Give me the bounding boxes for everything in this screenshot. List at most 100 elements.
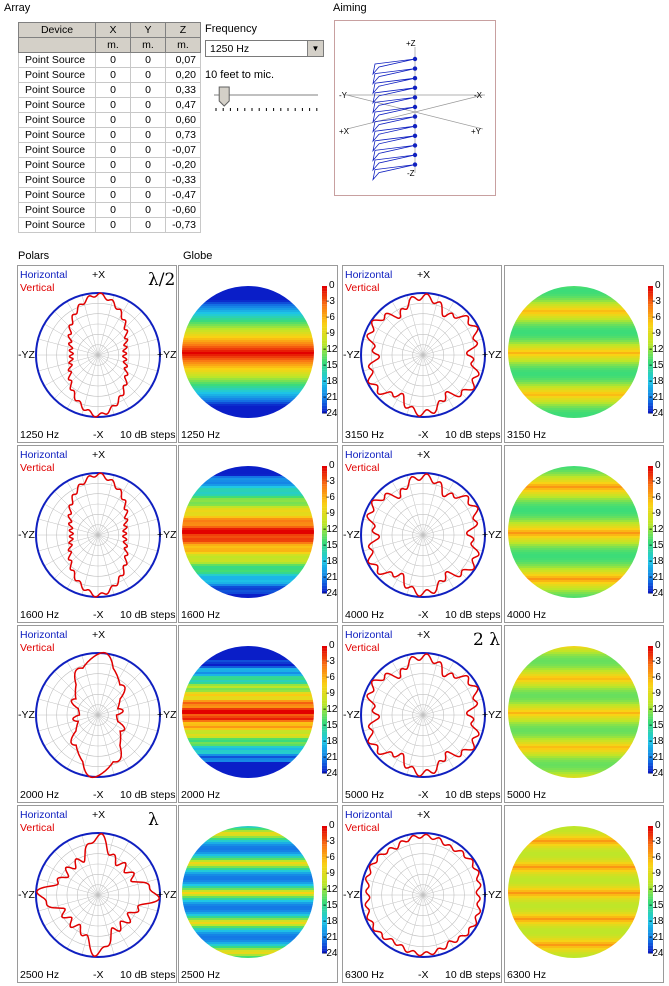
device-cell[interactable]: Point Source	[18, 202, 96, 218]
z-cell[interactable]: 0,20	[165, 67, 201, 83]
polar-panel[interactable]: Horizontal Vertical +X -X -YZ +YZ 10 dB steps 5…	[342, 625, 502, 803]
device-cell[interactable]: Point Source	[18, 142, 96, 158]
globe-panel[interactable]: 6300 Hz 0 -3 -6 -9 -12 -15 -18 -21 -24	[504, 805, 664, 983]
globe-panel[interactable]: 1600 Hz 0 -3 -6 -9 -12 -15 -18 -21 -24	[178, 445, 338, 623]
table-row[interactable]: Point Source 0 0 -0,47	[18, 187, 201, 203]
globe-panel[interactable]: 2000 Hz 0 -3 -6 -9 -12 -15 -18 -21 -24	[178, 625, 338, 803]
array-table[interactable]: Device X Y Z m. m. m. Point Source 0 0 0,07…	[18, 22, 201, 233]
col-header-device[interactable]: Device	[18, 22, 96, 38]
chevron-down-icon[interactable]: ▼	[307, 41, 323, 56]
device-cell[interactable]: Point Source	[18, 217, 96, 233]
z-cell[interactable]: -0,33	[165, 172, 201, 188]
y-cell[interactable]: 0	[130, 97, 166, 113]
globe-panel[interactable]: 3150 Hz 0 -3 -6 -9 -12 -15 -18 -21 -24	[504, 265, 664, 443]
polar-panel[interactable]: Horizontal Vertical +X -X -YZ +YZ 10 dB steps 1…	[17, 445, 177, 623]
x-cell[interactable]: 0	[95, 112, 131, 128]
device-cell[interactable]: Point Source	[18, 187, 96, 203]
z-cell[interactable]: -0,47	[165, 187, 201, 203]
col-header-x[interactable]: X	[95, 22, 131, 38]
device-cell[interactable]: Point Source	[18, 172, 96, 188]
polar-panel[interactable]: Horizontal Vertical +X -X -YZ +YZ 10 dB steps 1…	[17, 265, 177, 443]
colorbar-tick: -3	[652, 476, 661, 487]
x-cell[interactable]: 0	[95, 157, 131, 173]
globe-panel[interactable]: 5000 Hz 0 -3 -6 -9 -12 -15 -18 -21 -24	[504, 625, 664, 803]
table-row[interactable]: Point Source 0 0 0,60	[18, 112, 201, 128]
y-cell[interactable]: 0	[130, 172, 166, 188]
y-cell[interactable]: 0	[130, 202, 166, 218]
colorbar-tick: -15	[323, 540, 338, 551]
device-cell[interactable]: Point Source	[18, 127, 96, 143]
globe-frequency-label: 6300 Hz	[507, 969, 547, 981]
globe-plot	[182, 826, 327, 958]
table-row[interactable]: Point Source 0 0 -0,07	[18, 142, 201, 158]
col-header-z[interactable]: Z	[165, 22, 201, 38]
x-cell[interactable]: 0	[95, 217, 131, 233]
y-cell[interactable]: 0	[130, 112, 166, 128]
x-cell[interactable]: 0	[95, 202, 131, 218]
polar-panel[interactable]: Horizontal Vertical +X -X -YZ +YZ 10 dB steps 3…	[342, 265, 502, 443]
x-cell[interactable]: 0	[95, 142, 131, 158]
polar-panel[interactable]: Horizontal Vertical +X -X -YZ +YZ 10 dB steps 2…	[17, 625, 177, 803]
device-cell[interactable]: Point Source	[18, 97, 96, 113]
device-cell[interactable]: Point Source	[18, 157, 96, 173]
aiming-view[interactable]: +Z -Z -Y -X +X +Y	[334, 20, 496, 196]
z-cell[interactable]: 0,60	[165, 112, 201, 128]
table-row[interactable]: Point Source 0 0 0,47	[18, 97, 201, 113]
colorbar-tick: -12	[323, 704, 338, 715]
x-cell[interactable]: 0	[95, 52, 131, 68]
x-cell[interactable]: 0	[95, 127, 131, 143]
table-row[interactable]: Point Source 0 0 0,73	[18, 127, 201, 143]
globe-frequency-label: 2500 Hz	[181, 969, 221, 981]
table-row[interactable]: Point Source 0 0 -0,20	[18, 157, 201, 173]
globe-frequency-label: 2000 Hz	[181, 789, 221, 801]
device-cell[interactable]: Point Source	[18, 67, 96, 83]
z-cell[interactable]: 0,47	[165, 97, 201, 113]
x-cell[interactable]: 0	[95, 67, 131, 83]
source-dot	[412, 85, 418, 91]
table-row[interactable]: Point Source 0 0 0,20	[18, 67, 201, 83]
device-cell[interactable]: Point Source	[18, 52, 96, 68]
x-cell[interactable]: 0	[95, 97, 131, 113]
y-cell[interactable]: 0	[130, 67, 166, 83]
z-cell[interactable]: -0,60	[165, 202, 201, 218]
polar-frequency-label: 1600 Hz	[20, 609, 60, 621]
globe-panel[interactable]: 4000 Hz 0 -3 -6 -9 -12 -15 -18 -21 -24	[504, 445, 664, 623]
polar-panel[interactable]: Horizontal Vertical +X -X -YZ +YZ 10 dB steps 4…	[342, 445, 502, 623]
y-cell[interactable]: 0	[130, 157, 166, 173]
polar-panel[interactable]: Horizontal Vertical +X -X -YZ +YZ 10 dB steps 2…	[17, 805, 177, 983]
y-cell[interactable]: 0	[130, 187, 166, 203]
y-cell[interactable]: 0	[130, 127, 166, 143]
globe-panel[interactable]: 2500 Hz 0 -3 -6 -9 -12 -15 -18 -21 -24	[178, 805, 338, 983]
device-cell[interactable]: Point Source	[18, 82, 96, 98]
x-cell[interactable]: 0	[95, 187, 131, 203]
table-row[interactable]: Point Source 0 0 -0,60	[18, 202, 201, 218]
z-cell[interactable]: -0,73	[165, 217, 201, 233]
y-cell[interactable]: 0	[130, 52, 166, 68]
z-cell[interactable]: -0,20	[165, 157, 201, 173]
frequency-select[interactable]: 1250 Hz ▼	[205, 40, 324, 57]
globe-panel[interactable]: 1250 Hz 0 -3 -6 -9 -12 -15 -18 -21 -24	[178, 265, 338, 443]
z-cell[interactable]: 0,73	[165, 127, 201, 143]
y-cell[interactable]: 0	[130, 142, 166, 158]
z-cell[interactable]: -0,07	[165, 142, 201, 158]
table-row[interactable]: Point Source 0 0 -0,33	[18, 172, 201, 188]
polar-panel[interactable]: Horizontal Vertical +X -X -YZ +YZ 10 dB steps 6…	[342, 805, 502, 983]
x-cell[interactable]: 0	[95, 172, 131, 188]
device-cell[interactable]: Point Source	[18, 112, 96, 128]
slider-thumb[interactable]	[218, 86, 230, 107]
table-row[interactable]: Point Source 0 0 -0,73	[18, 217, 201, 233]
z-cell[interactable]: 0,07	[165, 52, 201, 68]
y-cell[interactable]: 0	[130, 217, 166, 233]
x-cell[interactable]: 0	[95, 82, 131, 98]
distance-slider[interactable]	[210, 84, 322, 114]
legend-vertical: Vertical	[20, 822, 55, 834]
table-row[interactable]: Point Source 0 0 0,33	[18, 82, 201, 98]
distance-label: 10 feet to mic.	[205, 69, 275, 81]
axis-top-label: +X	[417, 449, 431, 461]
y-cell[interactable]: 0	[130, 82, 166, 98]
table-row[interactable]: Point Source 0 0 0,07	[18, 52, 201, 68]
col-header-y[interactable]: Y	[130, 22, 166, 38]
legend-vertical: Vertical	[20, 462, 55, 474]
z-cell[interactable]: 0,33	[165, 82, 201, 98]
polar-plot	[360, 292, 486, 418]
